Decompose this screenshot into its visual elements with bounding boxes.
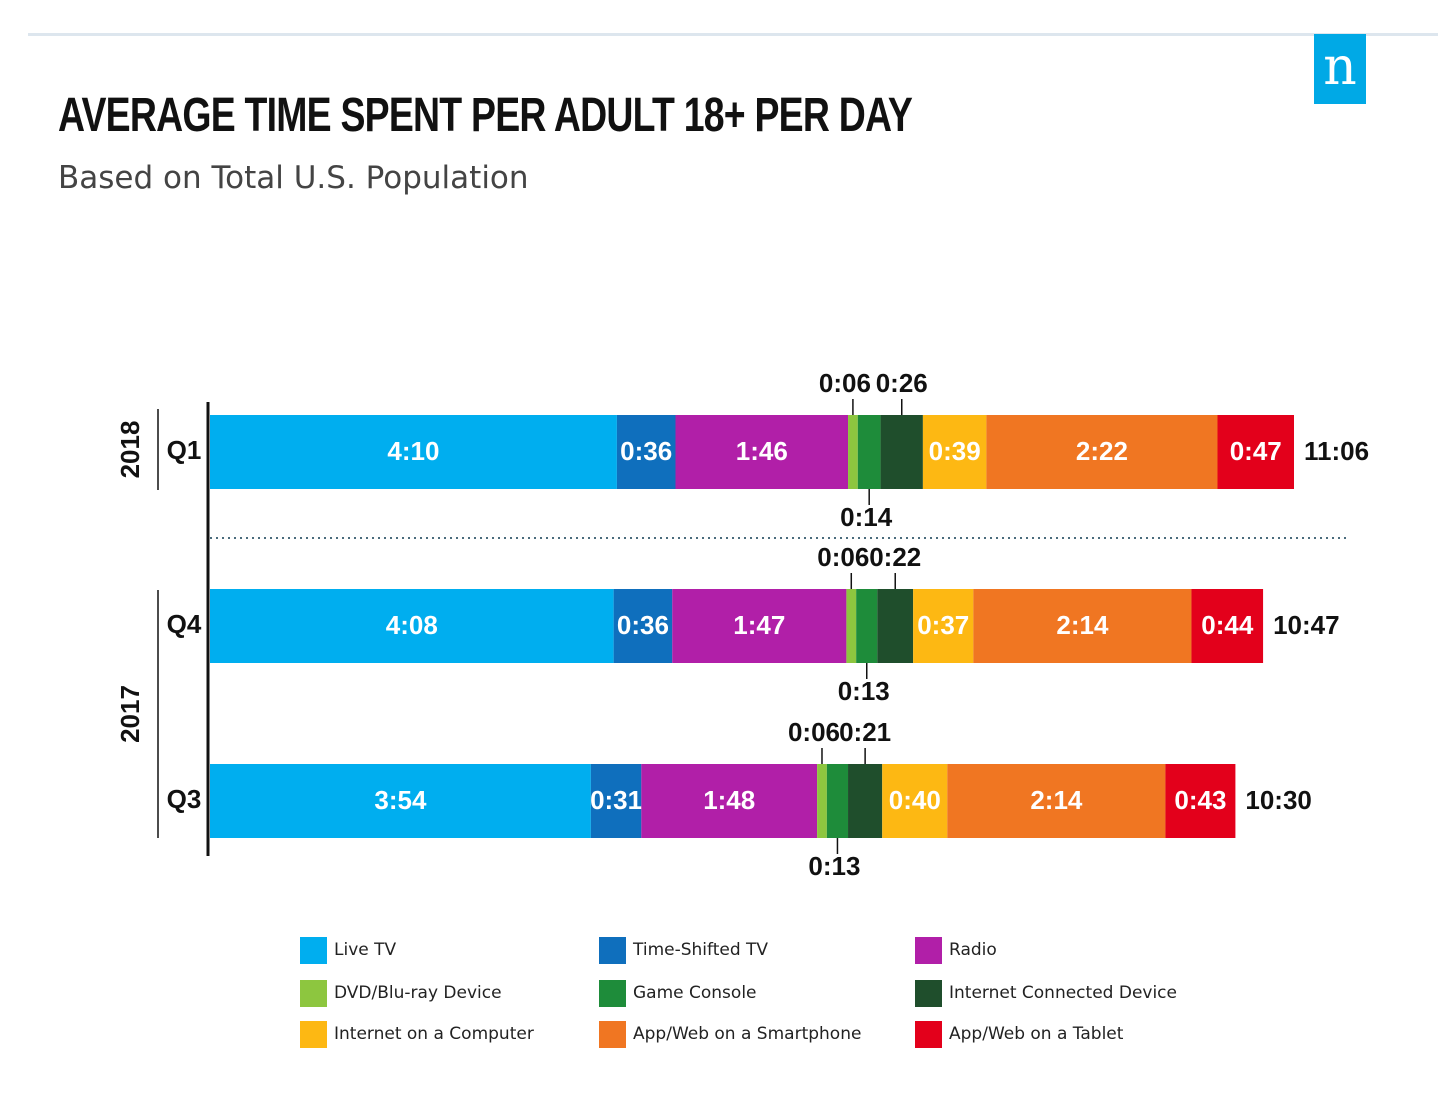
quarter-label-q3: Q3 xyxy=(167,784,202,814)
bar-segment-dvd-blu-ray-device xyxy=(848,415,858,489)
bar-segment-app-web-on-a-tablet xyxy=(1191,589,1264,663)
callout-label-internet-connected-device: 0:26 xyxy=(876,368,928,398)
callout-label-dvd-blu-ray-device: 0:06 xyxy=(819,368,871,398)
bar-segment-time-shifted-tv xyxy=(590,764,642,838)
legend-swatch xyxy=(599,979,626,1007)
bar-segment-radio xyxy=(675,415,849,489)
bar-segment-internet-connected-device xyxy=(877,589,914,663)
callout-label-game-console: 0:14 xyxy=(840,502,893,532)
legend-swatch xyxy=(300,936,327,964)
bar-segment-live-tv xyxy=(210,415,617,489)
segment-label-live-tv: 3:54 xyxy=(374,785,427,815)
callout-label-internet-connected-device: 0:22 xyxy=(869,542,921,572)
legend-item-dvd-blu-ray-device: DVD/Blu-ray Device xyxy=(300,979,502,1007)
segment-label-app-web-on-a-smartphone: 2:14 xyxy=(1056,610,1109,640)
callout-label-game-console: 0:13 xyxy=(808,851,860,881)
legend-swatch xyxy=(599,936,626,964)
bar-segment-game-console xyxy=(857,415,881,489)
segment-label-app-web-on-a-tablet: 0:47 xyxy=(1230,436,1282,466)
total-label: 11:06 xyxy=(1304,436,1369,466)
legend-label: Internet on a Computer xyxy=(334,1024,534,1044)
legend-item-app-web-on-a-tablet: App/Web on a Tablet xyxy=(915,1020,1123,1048)
legend-item-live-tv: Live TV xyxy=(300,936,396,964)
segment-label-internet-on-a-computer: 0:37 xyxy=(917,610,969,640)
legend-item-time-shifted-tv: Time-Shifted TV xyxy=(599,936,768,964)
bar-segment-game-console xyxy=(856,589,878,663)
segment-label-radio: 1:48 xyxy=(703,785,755,815)
year-label-2018: 2018 xyxy=(115,421,145,479)
top-divider xyxy=(28,33,1438,36)
brand-logo: n xyxy=(1314,34,1366,104)
bar-segment-time-shifted-tv xyxy=(616,415,676,489)
segment-label-time-shifted-tv: 0:36 xyxy=(620,436,672,466)
legend-label: DVD/Blu-ray Device xyxy=(334,983,502,1003)
bar-segment-internet-on-a-computer xyxy=(913,589,974,663)
bar-segment-app-web-on-a-smartphone xyxy=(947,764,1166,838)
stacked-bar-chart: 2018 2017 Q1 4:10 0:36 1:46 0:06 0:14 0:26 0:39 2:… xyxy=(115,368,1369,881)
legend-item-app-web-on-a-smartphone: App/Web on a Smartphone xyxy=(599,1020,861,1048)
quarter-label-q1: Q1 xyxy=(167,435,202,465)
callout-label-dvd-blu-ray-device: 0:06 xyxy=(788,717,840,747)
legend-label: Radio xyxy=(949,940,997,960)
legend-label: Time-Shifted TV xyxy=(633,940,769,960)
bar-segment-dvd-blu-ray-device xyxy=(817,764,827,838)
bar-segment-live-tv xyxy=(210,764,591,838)
legend-label: Internet Connected Device xyxy=(949,983,1177,1003)
bar-segment-radio xyxy=(672,589,847,663)
segment-label-radio: 1:46 xyxy=(736,436,788,466)
legend-swatch xyxy=(915,936,942,964)
segment-label-live-tv: 4:08 xyxy=(386,610,438,640)
chart-title: AVERAGE TIME SPENT PER ADULT 18+ PER DAY xyxy=(58,89,913,142)
segment-label-time-shifted-tv: 0:31 xyxy=(590,785,642,815)
legend-item-radio: Radio xyxy=(915,936,997,964)
callout-label-dvd-blu-ray-device: 0:06 xyxy=(817,542,869,572)
bar-segment-game-console xyxy=(826,764,849,838)
segment-label-time-shifted-tv: 0:36 xyxy=(617,610,669,640)
chart-subtitle: Based on Total U.S. Population xyxy=(58,160,529,196)
bar-segment-internet-on-a-computer xyxy=(922,415,987,489)
legend-item-game-console: Game Console xyxy=(599,979,757,1007)
bar-segment-internet-connected-device xyxy=(848,764,883,838)
legend-label: Game Console xyxy=(633,983,757,1003)
bar-segment-internet-on-a-computer xyxy=(882,764,948,838)
legend-label: Live TV xyxy=(334,940,397,960)
legend-label: App/Web on a Smartphone xyxy=(633,1024,862,1044)
bar-segment-app-web-on-a-smartphone xyxy=(973,589,1192,663)
segment-label-live-tv: 4:10 xyxy=(387,436,439,466)
legend-swatch xyxy=(915,1020,942,1048)
legend-swatch xyxy=(300,1020,327,1048)
legend-item-internet-on-a-computer: Internet on a Computer xyxy=(300,1020,534,1048)
segment-label-internet-on-a-computer: 0:39 xyxy=(929,436,981,466)
bar-segment-time-shifted-tv xyxy=(613,589,673,663)
segment-label-radio: 1:47 xyxy=(733,610,785,640)
callout-label-internet-connected-device: 0:21 xyxy=(839,717,891,747)
segment-label-app-web-on-a-smartphone: 2:22 xyxy=(1076,436,1128,466)
segment-label-app-web-on-a-tablet: 0:43 xyxy=(1174,785,1226,815)
bar-segment-internet-connected-device xyxy=(880,415,923,489)
bar-segment-app-web-on-a-tablet xyxy=(1165,764,1236,838)
legend-swatch xyxy=(599,1020,626,1048)
bar-segment-radio xyxy=(641,764,818,838)
legend-item-internet-connected-device: Internet Connected Device xyxy=(915,979,1177,1007)
legend-swatch xyxy=(915,979,942,1007)
segment-label-app-web-on-a-smartphone: 2:14 xyxy=(1030,785,1083,815)
legend-swatch xyxy=(300,979,327,1007)
segment-label-app-web-on-a-tablet: 0:44 xyxy=(1201,610,1254,640)
total-label: 10:47 xyxy=(1273,610,1340,640)
bar-segment-app-web-on-a-tablet xyxy=(1217,415,1294,489)
bar-segment-dvd-blu-ray-device xyxy=(846,589,857,663)
legend-label: App/Web on a Tablet xyxy=(949,1024,1124,1044)
bar-segment-live-tv xyxy=(210,589,614,663)
total-label: 10:30 xyxy=(1245,785,1312,815)
brand-logo-letter: n xyxy=(1323,37,1357,97)
bar-segment-app-web-on-a-smartphone xyxy=(986,415,1218,489)
callout-label-game-console: 0:13 xyxy=(838,676,890,706)
segment-label-internet-on-a-computer: 0:40 xyxy=(889,785,941,815)
year-label-2017: 2017 xyxy=(115,685,145,743)
quarter-label-q4: Q4 xyxy=(167,609,202,639)
